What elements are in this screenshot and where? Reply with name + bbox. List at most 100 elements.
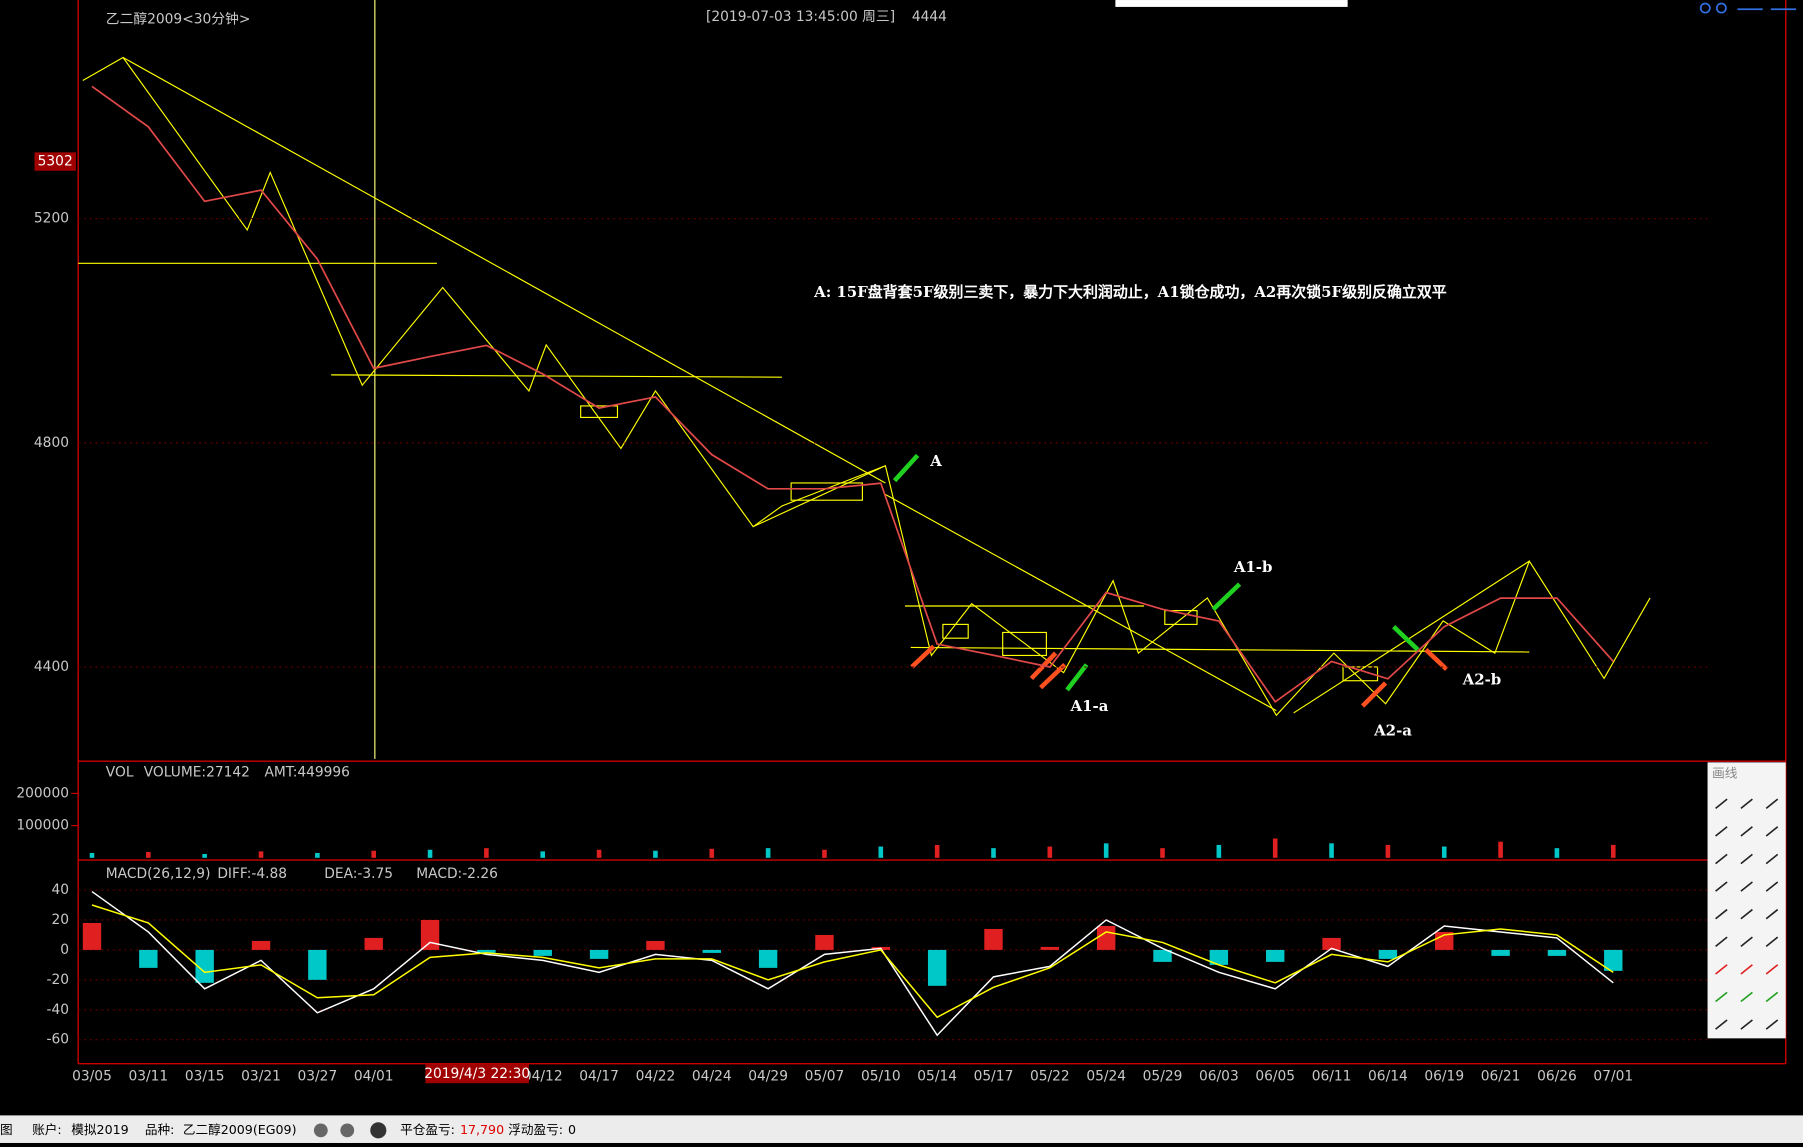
volume-bar [1216,844,1222,858]
tool-icon[interactable] [1740,798,1753,810]
macd-bar [477,949,496,953]
x-tick-label: 05/24 [1086,1068,1126,1084]
y-tick-label: -20 [46,972,69,988]
macd-bar [1209,949,1229,965]
zoom-controls[interactable] [1699,2,1797,14]
tool-icon[interactable] [1765,991,1779,1003]
volume-bar [822,849,827,858]
plus-button[interactable] [340,1123,355,1138]
y-tick-label: 5200 [34,211,69,227]
tool-icon[interactable] [1715,1019,1728,1030]
tool-icon[interactable] [1765,1019,1779,1030]
annotation: A2-a [1373,721,1412,739]
macd-bar [1378,949,1398,959]
x-tick-label: 05/10 [861,1068,901,1084]
volume-bar [765,848,771,858]
annotation: A [929,452,942,470]
volume-bar [146,852,151,858]
x-tick-label: 06/21 [1481,1068,1521,1084]
tool-icon[interactable] [1765,853,1779,865]
tool-icon[interactable] [1740,908,1753,920]
tool-icon[interactable] [1740,853,1753,865]
volume-bar [991,848,996,858]
annotation: A1-b [1233,558,1273,576]
macd-bar [1153,949,1172,962]
input-box[interactable] [1115,0,1348,7]
volume-bar [1441,846,1447,858]
volume-bar [1047,846,1053,858]
tool-icon[interactable] [1765,964,1779,975]
x-tick-label: 06/19 [1424,1068,1464,1084]
tool-icon[interactable] [1740,991,1753,1003]
frames [77,0,1787,1065]
status-items: 图 账户: 模拟2019 品种: 乙二醇2009(EG09) 平仓盈亏: 17,… [0,1122,576,1139]
macd-bar [1096,925,1116,950]
tool-icon[interactable] [1715,853,1728,865]
macd-bar [702,949,721,953]
volume-bar [540,851,546,858]
closed-pl: 17,790 [460,1122,504,1137]
tool-icon[interactable] [1715,964,1728,975]
tool-icon[interactable] [1715,936,1728,947]
y-tick-label: 40 [51,882,69,898]
tool-icon[interactable] [1715,991,1728,1003]
tool-icon[interactable] [1740,1019,1753,1030]
x-tick-label: 04/29 [748,1068,788,1084]
trader-icon[interactable] [370,1122,387,1139]
tool-icon[interactable] [1740,881,1753,892]
account[interactable]: 模拟2019 [71,1122,128,1137]
macd-bar [1322,937,1341,950]
macd-line [91,904,1614,1019]
volume-bar [89,852,95,858]
y-tick-label: 200000 [16,785,69,801]
legend-entry: DIFF:-4.88 [217,866,287,882]
volume-bar [596,849,602,858]
x-tick-label: 05/17 [974,1068,1014,1084]
volume-bar [258,851,264,858]
tool-icon[interactable] [1740,826,1753,837]
tool-icon[interactable] [1740,964,1753,975]
volume-bar [371,850,377,858]
price-marker-box [34,152,76,171]
legend-entry: MACD:-2.26 [416,866,498,882]
volume-bar [1498,841,1503,858]
macd-bar [139,949,158,968]
y-tick-label: 20 [51,912,69,928]
tool-icons[interactable] [1715,798,1779,1030]
minus-button[interactable] [313,1123,328,1138]
macd-bar [1547,949,1567,956]
tool-icon[interactable] [1765,826,1779,837]
macd-bar [1604,949,1623,971]
macd-bar [251,940,271,950]
volume-bar [1272,838,1278,858]
x-tick-label: 06/11 [1312,1068,1352,1084]
tool-icon[interactable] [1765,798,1779,810]
tool-icon[interactable] [1715,908,1728,920]
tool-icon[interactable] [1765,908,1779,920]
tool-icon[interactable] [1740,936,1753,947]
volume-bar [709,848,715,858]
volume-bar [202,853,207,858]
tool-icon[interactable] [1765,936,1779,947]
x-tick-label: 05/22 [1030,1068,1070,1084]
volume-bar [1160,848,1165,858]
volume-bar [427,849,433,858]
tool-icon[interactable] [1765,881,1779,892]
tool-icon[interactable] [1715,826,1728,837]
y-tick-label: -60 [46,1032,69,1048]
macd-bar [308,949,327,980]
volume-bar [484,848,489,858]
y-tick-label: 0 [60,942,69,958]
toolbar-title: 画线 [1712,765,1738,780]
macd-bar [364,937,383,950]
tool-icon[interactable] [1715,881,1728,892]
symbol[interactable]: 乙二醇2009(EG09) [183,1122,297,1137]
cursor-label-box [425,1063,529,1084]
x-tick-label: 03/11 [128,1068,168,1084]
current-price: 4444 [912,9,947,25]
timestamp: [2019-07-03 13:45:00 周三] [706,9,895,25]
macd-bar [927,949,947,986]
macd-bar [984,928,1003,950]
tool-icon[interactable] [1715,798,1728,810]
